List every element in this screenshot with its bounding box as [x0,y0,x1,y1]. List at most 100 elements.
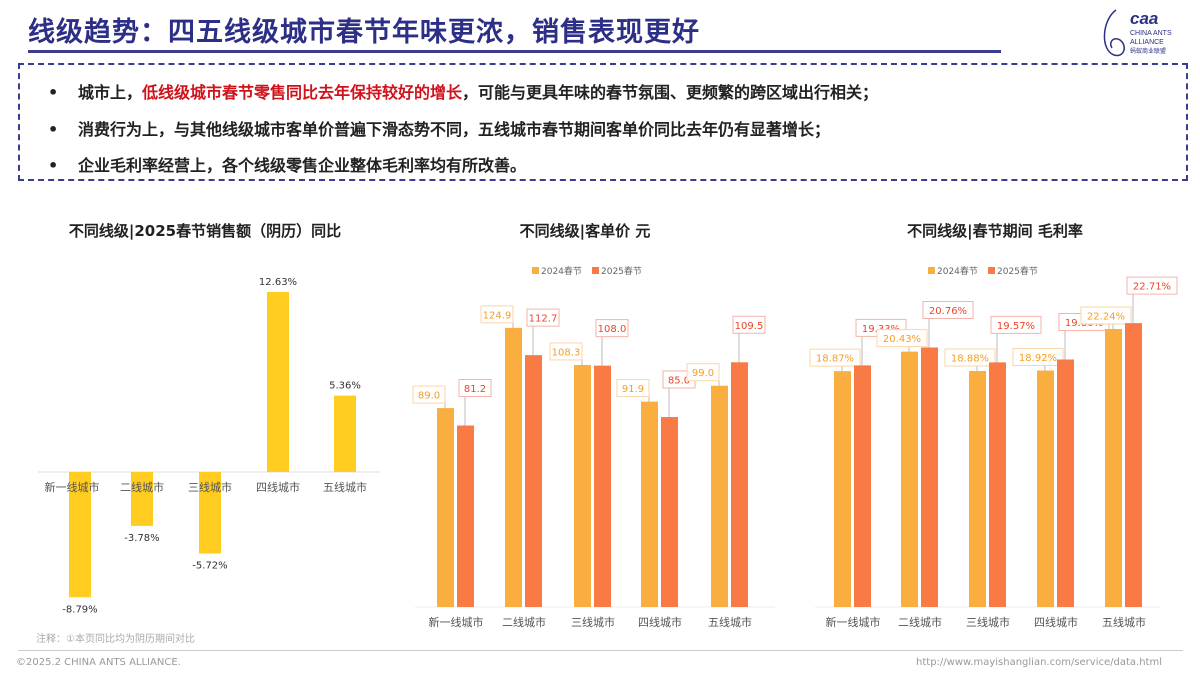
bar-0-3 [1037,370,1054,607]
bullet-dot: • [48,120,59,139]
bar-1-0 [854,365,871,607]
label-box [480,305,514,324]
label-box [990,315,1042,334]
legend-swatch [988,267,995,274]
x-tick-label: 二线城市 [120,480,164,494]
x-tick-label: 新一线城市 [826,615,881,629]
bar-0-2 [574,364,591,607]
x-tick-label: 四线城市 [1034,615,1078,629]
bar-0-3 [641,401,658,607]
bar-1-3 [1057,359,1074,607]
bullet-text: 消费行为上，与其他线级城市客单价普遍下滑态势不同，五线城市春节期间客单价同比去年… [78,120,831,139]
data-label: 22.71% [1133,282,1171,293]
data-label: 18.88% [951,354,989,365]
label-box [876,329,928,348]
data-label: 5.36% [329,381,361,392]
data-label: -8.79% [62,604,97,615]
summary-bullet: • 城市上，低线级城市春节零售同比去年保持较好的增长，可能与更具年味的春节氛围、更… [48,79,878,103]
x-tick-label: 四线城市 [256,480,300,494]
label-box [922,301,974,319]
data-label: 81.2 [464,384,486,395]
bar-1-4 [731,362,748,607]
title-divider [28,50,1001,53]
summary-bullet: • 企业毛利率经营上，各个线级零售企业整体毛利率均有所改善。 [48,152,526,176]
bullet-text: 企业毛利率经营上，各个线级零售企业整体毛利率均有所改善。 [78,156,527,175]
bar-2 [199,472,221,554]
label-box [809,348,861,367]
label-box [686,363,720,382]
footer-divider [18,650,1183,651]
label-box [732,315,766,334]
legend-label: 2025春节 [997,265,1038,277]
copyright: ©2025.2 CHINA ANTS ALLIANCE. [16,657,181,668]
bar-0-2 [969,371,986,607]
x-tick-label: 三线城市 [188,480,232,494]
legend-label: 2024春节 [541,265,582,277]
bar-0-1 [901,351,918,607]
label-box [549,342,583,361]
svg-text:蚂蚁商业联盟: 蚂蚁商业联盟 [1130,47,1166,55]
label-box [458,379,492,398]
bullet-text: 城市上， [78,83,143,102]
bullet-highlight: 低线级城市春节零售同比去年保持较好的增长 [142,83,463,102]
bar-0-4 [711,385,728,607]
x-tick-label: 新一线城市 [45,480,100,494]
x-tick-label: 二线城市 [502,615,546,629]
data-label: 20.76% [929,306,967,317]
label-box [595,319,629,338]
bar-1-1 [525,355,542,607]
bar-0-0 [834,371,851,607]
bullet-text: ，可能与更具年味的春节氛围、更频繁的跨区域出行相关； [462,83,879,102]
data-label: 91.9 [622,384,644,395]
chart-title-price: 不同线级|客单价 元 [519,222,651,240]
legend-swatch [592,267,599,274]
data-label: 19.57% [997,321,1035,332]
data-label: 108.3 [552,347,581,358]
label-box [526,308,560,327]
x-tick-label: 四线城市 [638,615,682,629]
x-tick-label: 五线城市 [323,480,367,494]
bar-3 [267,292,289,472]
data-label: 89.0 [418,391,440,402]
legend-label: 2025春节 [601,265,642,277]
x-tick-label: 三线城市 [966,615,1010,629]
svg-text:ALLIANCE: ALLIANCE [1130,39,1164,46]
data-label: -3.78% [124,533,159,544]
data-label: 20.43% [883,334,921,345]
label-box [616,379,650,398]
data-label: 108.0 [598,324,627,335]
bar-0-0 [437,408,454,607]
label-box [944,348,996,367]
svg-text:CHINA ANTS: CHINA ANTS [1130,30,1172,37]
page-title: 线级趋势：四五线级城市春节年味更浓，销售表现更好 [28,17,700,48]
chart-title-margin: 不同线级|春节期间 毛利率 [907,222,1083,240]
bar-1-0 [457,425,474,607]
svg-text:caa: caa [1130,9,1158,28]
data-label: 124.9 [483,310,512,321]
legend-label: 2024春节 [937,265,978,277]
caa-logo: caa CHINA ANTS ALLIANCE 蚂蚁商业联盟 [1103,9,1172,57]
bar-0-1 [505,327,522,607]
x-tick-label: 三线城市 [571,615,615,629]
legend-swatch [928,267,935,274]
bullet-dot: • [48,83,59,102]
source-url[interactable]: http://www.mayishanglian.com/service/dat… [916,657,1162,668]
data-label: 85.0 [668,376,690,387]
bar-1-2 [594,365,611,607]
bar-1-2 [989,362,1006,607]
data-label: 18.87% [816,354,854,365]
label-box [1126,276,1178,295]
bar-0-4 [1105,329,1122,607]
data-label: 22.24% [1087,312,1125,323]
data-label: 109.5 [735,321,764,332]
bar-1-4 [1125,323,1142,607]
bar-1-1 [921,347,938,607]
x-tick-label: 新一线城市 [429,615,484,629]
legend-swatch [532,267,539,274]
chart-title-yoy: 不同线级|2025春节销售额（阴历）同比 [68,222,342,240]
label-box [412,385,446,404]
data-label: -5.72% [192,561,227,572]
x-tick-label: 五线城市 [708,615,752,629]
x-tick-label: 二线城市 [898,615,942,629]
